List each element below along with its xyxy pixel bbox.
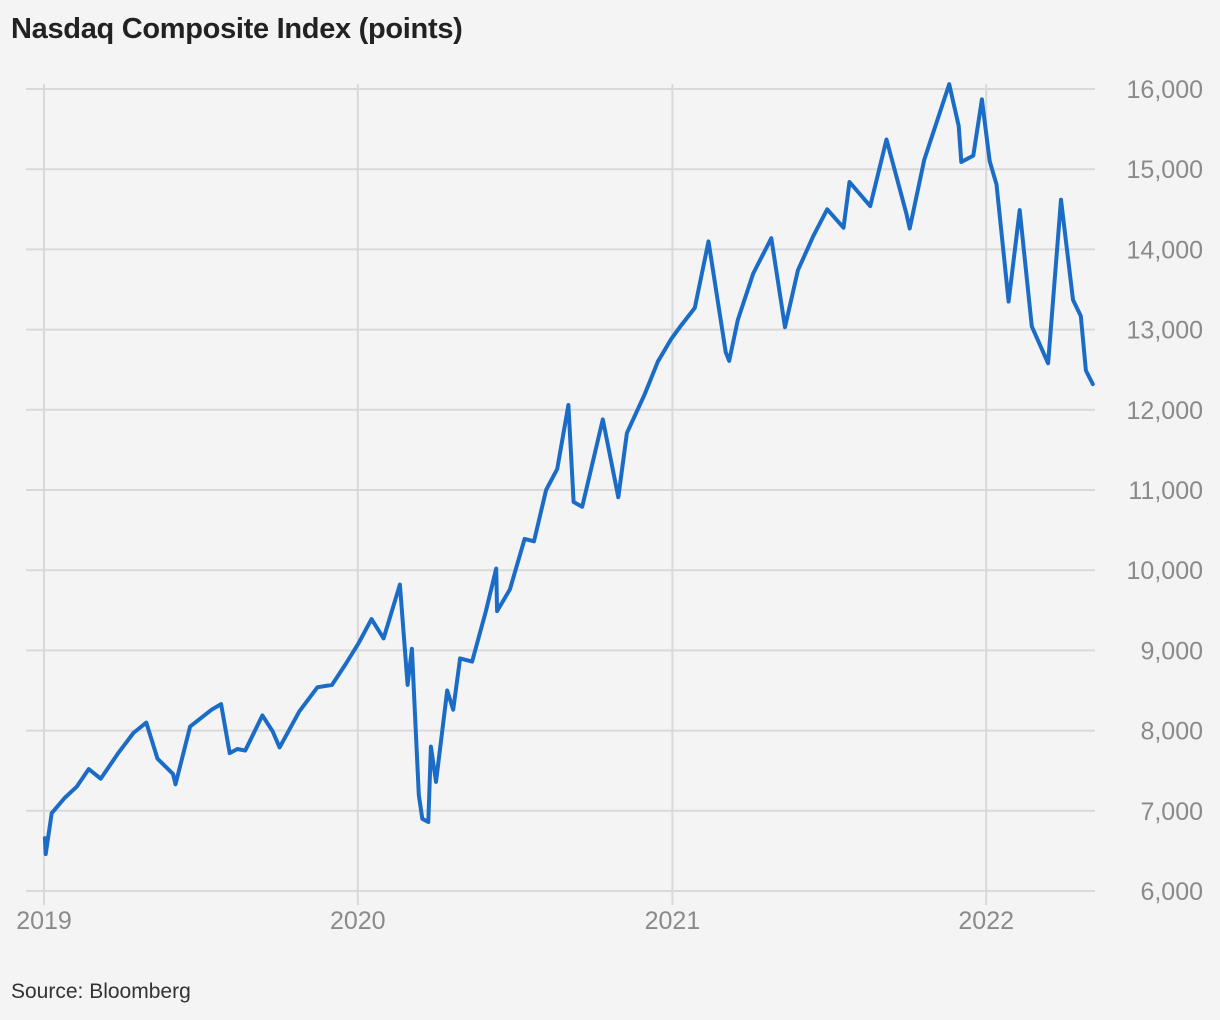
grid-lines xyxy=(26,84,1095,905)
y-tick-label: 13,000 xyxy=(1127,317,1203,345)
x-axis-ticks: 2019 2020 2021 2022 xyxy=(16,907,1014,935)
x-tick-label: 2022 xyxy=(958,907,1014,935)
y-tick-label: 15,000 xyxy=(1127,156,1203,184)
x-tick-label: 2020 xyxy=(330,907,386,935)
y-tick-label: 7,000 xyxy=(1140,798,1203,826)
chart-title: Nasdaq Composite Index (points) xyxy=(11,13,463,45)
nasdaq-series-line xyxy=(42,82,1095,857)
y-tick-label: 9,000 xyxy=(1140,637,1203,665)
y-tick-label: 8,000 xyxy=(1140,718,1203,746)
x-tick-label: 2021 xyxy=(645,907,701,935)
y-tick-label: 10,000 xyxy=(1127,557,1203,585)
y-axis-ticks: 6,000 7,000 8,000 9,000 10,000 11,000 12,000 13… xyxy=(1127,76,1203,906)
source-note: Source: Bloomberg xyxy=(11,980,191,1003)
y-tick-label: 12,000 xyxy=(1127,397,1203,425)
y-tick-label: 11,000 xyxy=(1128,477,1203,505)
y-tick-label: 16,000 xyxy=(1127,76,1203,104)
y-tick-label: 14,000 xyxy=(1127,236,1203,264)
x-tick-label: 2019 xyxy=(16,907,72,935)
y-tick-label: 6,000 xyxy=(1140,878,1203,906)
